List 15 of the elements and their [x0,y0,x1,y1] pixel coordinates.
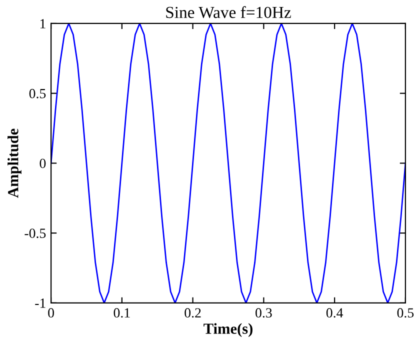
y-axis-title: Amplitude [8,128,22,198]
x-tick-label: 0 [48,308,54,318]
y-tick-label: 0 [40,158,46,168]
x-tick-label: 0.2 [184,308,201,318]
y-tick-label: 0.5 [29,88,46,98]
chart-title: Sine Wave f=10Hz [166,6,291,18]
x-tick-label: 0.4 [326,308,344,318]
x-tick-label: 0.1 [114,308,130,318]
x-tick-label: 0.5 [397,308,414,318]
y-tick-label: -1 [35,298,46,308]
y-tick-label: 1 [40,19,46,28]
x-tick-label: 0.3 [256,308,272,318]
line-series [51,23,406,303]
x-axis-title: Time(s) [204,323,252,337]
y-tick-label: -0.5 [24,228,46,238]
